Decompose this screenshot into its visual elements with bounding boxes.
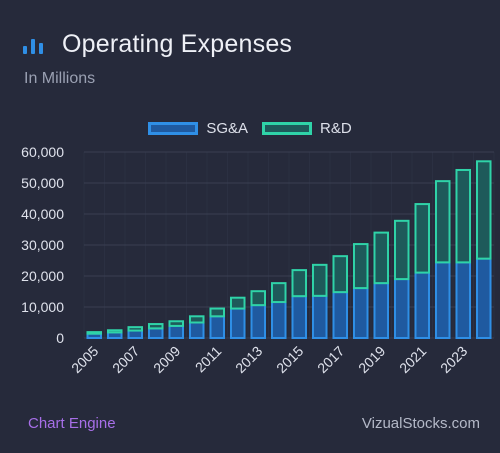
- bar-rd: [332, 255, 349, 294]
- bar-rd: [127, 326, 144, 332]
- bar-rd: [311, 263, 328, 297]
- chart-engine-link[interactable]: Chart Engine: [28, 415, 116, 432]
- x-tick-label: 2017: [314, 343, 347, 376]
- x-tick-label: 2011: [192, 343, 225, 376]
- bar-rd: [373, 231, 390, 285]
- bar-sga: [209, 315, 226, 339]
- x-tick-label: 2021: [396, 343, 429, 376]
- legend-label-rd: R&D: [320, 120, 352, 137]
- legend-label-sga: SG&A: [206, 120, 248, 137]
- bar-rd: [250, 290, 267, 307]
- bar-rd: [455, 168, 472, 264]
- y-tick-label: 60,000: [21, 144, 64, 160]
- bar-sga: [475, 257, 492, 340]
- x-tick-label: 2007: [109, 343, 142, 376]
- x-tick-label: 2015: [273, 343, 306, 376]
- bar-rd: [86, 331, 103, 335]
- bar-rd: [414, 203, 431, 274]
- bar-sga: [393, 278, 410, 340]
- legend: SG&A R&D: [0, 120, 500, 137]
- y-tick-label: 10,000: [21, 299, 64, 315]
- chart-subtitle: In Millions: [24, 70, 96, 87]
- chart-plot: 0 10,000 20,000 30,000 40,000 50,000 60,000 200…: [21, 144, 495, 376]
- bar-chart-icon: [23, 38, 43, 54]
- y-tick-label: 40,000: [21, 206, 64, 222]
- y-tick-label: 20,000: [21, 268, 64, 284]
- bar-sga: [311, 294, 328, 339]
- bar-rd: [188, 315, 205, 324]
- x-tick-label: 2013: [232, 343, 265, 376]
- y-tick-label: 0: [56, 330, 64, 346]
- bar-rd: [270, 282, 287, 304]
- bar-sga: [127, 329, 144, 339]
- bar-rd: [352, 243, 369, 290]
- bar-sga: [352, 287, 369, 339]
- bar-rd: [209, 307, 226, 318]
- bar-rd: [434, 180, 451, 264]
- bar-sga: [147, 327, 164, 340]
- bar-rd: [147, 323, 164, 330]
- bar-sga: [455, 261, 472, 339]
- x-tick-label: 2005: [68, 343, 101, 376]
- bar-rd: [106, 329, 123, 334]
- y-tick-label: 50,000: [21, 175, 64, 191]
- chart-title: Operating Expenses: [62, 30, 293, 58]
- bar-sga: [250, 304, 267, 340]
- bar-sga: [291, 295, 308, 339]
- bar-sga: [229, 307, 246, 339]
- bar-rd: [229, 296, 246, 310]
- bar-rd: [168, 320, 185, 327]
- bar-rd: [475, 160, 492, 260]
- x-tick-label: 2009: [150, 343, 183, 376]
- brand-label: VizualStocks.com: [361, 415, 480, 432]
- bar-rd: [291, 269, 308, 298]
- x-tick-label: 2023: [437, 343, 470, 376]
- x-tick-label: 2019: [355, 343, 388, 376]
- bar-sga: [332, 291, 349, 339]
- bar-sga: [270, 301, 287, 340]
- legend-swatch-sga: [148, 122, 199, 135]
- bar-sga: [414, 271, 431, 339]
- legend-item-rd[interactable]: R&D: [262, 120, 352, 137]
- y-tick-label: 30,000: [21, 237, 64, 253]
- bar-rd: [393, 219, 410, 281]
- bar-sga: [434, 261, 451, 339]
- legend-swatch-rd: [262, 122, 312, 135]
- bar-sga: [188, 321, 205, 339]
- header: Operating Expenses: [22, 30, 292, 59]
- legend-item-sga[interactable]: SG&A: [148, 120, 248, 137]
- bar-sga: [168, 324, 185, 340]
- bar-sga: [373, 282, 390, 340]
